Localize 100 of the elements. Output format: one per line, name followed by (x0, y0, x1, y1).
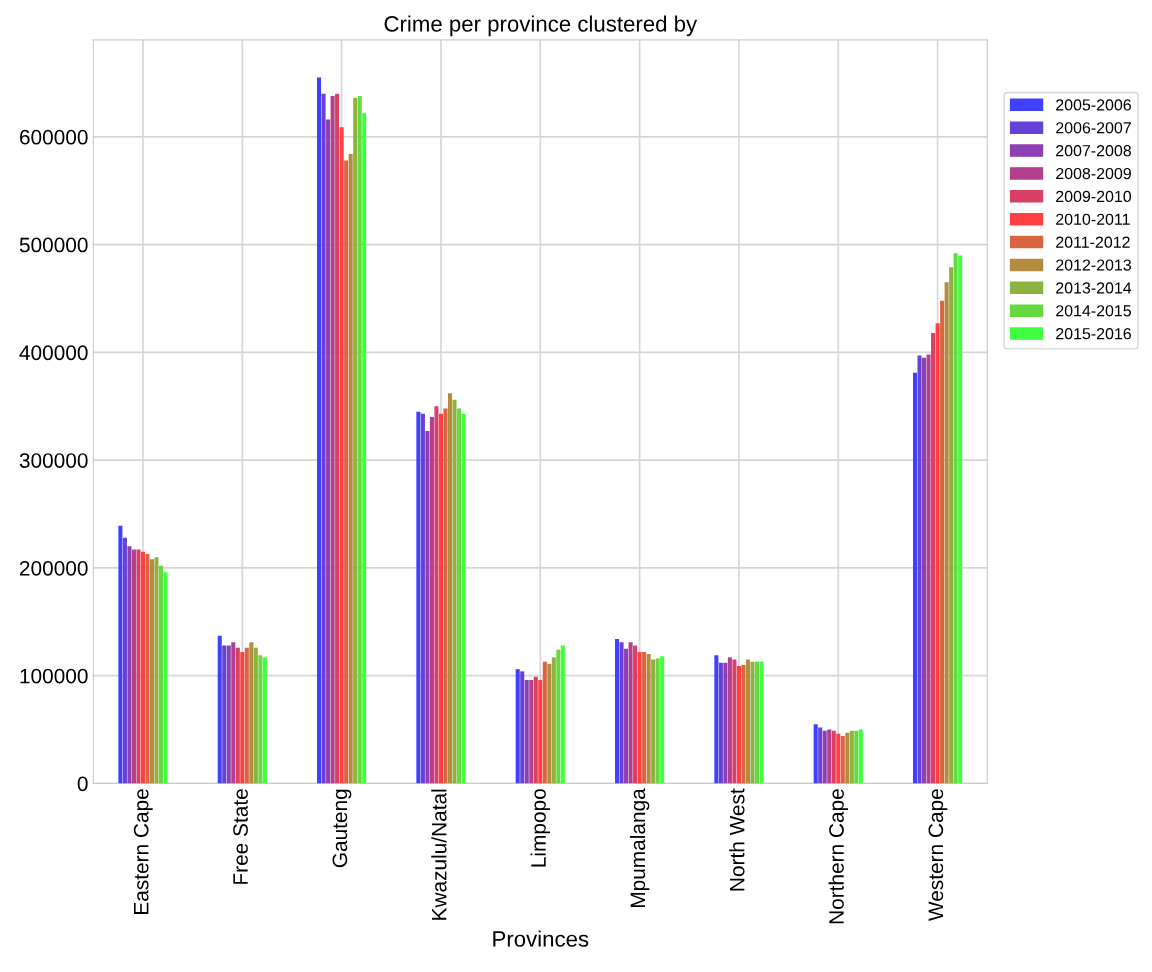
bar (718, 662, 723, 784)
bar (231, 642, 236, 784)
bar (127, 546, 132, 784)
y-tick-label: 100000 (20, 668, 88, 684)
bar (425, 431, 430, 784)
bar (926, 354, 931, 784)
bar (244, 647, 249, 784)
x-tick-label: North West (729, 788, 745, 891)
x-tick-label: Gauteng (332, 789, 352, 868)
bar (434, 406, 439, 784)
legend-label: 2010-2011 (1056, 213, 1130, 225)
x-tick-label: Limpopo (530, 789, 550, 867)
bar (353, 98, 358, 784)
bar (840, 736, 845, 784)
bar (348, 154, 353, 784)
y-tick-label: 0 (77, 776, 88, 792)
bar (732, 659, 737, 784)
chart-title: Crime per province clustered by (384, 15, 698, 37)
bar (845, 732, 850, 784)
bar (429, 417, 434, 784)
bar (822, 730, 827, 784)
bar (447, 393, 453, 784)
bar (438, 413, 443, 784)
bar (759, 661, 764, 784)
bar (944, 282, 949, 784)
bar (235, 647, 240, 784)
bar (958, 255, 963, 784)
legend-label: 2005-2006 (1056, 99, 1131, 111)
bar (226, 645, 231, 784)
bar (136, 549, 141, 784)
bar (714, 655, 719, 784)
bar (159, 565, 164, 784)
bar (619, 642, 624, 784)
x-axis-title: Provinces (493, 930, 589, 947)
bar (222, 645, 227, 784)
x-tick-label: Free State (233, 789, 248, 884)
bar (461, 413, 466, 784)
bar (642, 651, 647, 784)
bar (754, 661, 760, 784)
legend-label: 2012-2013 (1056, 259, 1131, 271)
bar (262, 657, 267, 784)
legend-label: 2008-2009 (1056, 167, 1131, 180)
bar (813, 724, 818, 784)
x-tick-label: Eastern Cape (133, 789, 153, 914)
bar (854, 730, 859, 784)
bar (931, 332, 936, 784)
bar (745, 659, 751, 784)
bar (547, 663, 552, 784)
bar (335, 93, 340, 784)
x-tick-label: Kwazulu/Natal (431, 789, 447, 920)
legend-label: 2014-2015 (1056, 305, 1132, 317)
bar (831, 730, 836, 784)
bar (253, 647, 258, 784)
bar (357, 95, 362, 784)
bar (515, 669, 520, 784)
legend-label: 2007-2008 (1056, 145, 1131, 157)
bar (344, 160, 349, 784)
bar (443, 408, 448, 784)
legend-label: 2015-2016 (1056, 328, 1131, 340)
legend-label: 2006-2007 (1056, 122, 1131, 134)
bar (452, 399, 457, 784)
bar (723, 662, 728, 784)
bar (122, 537, 127, 784)
bar (240, 651, 245, 784)
bar (922, 357, 927, 784)
bar (953, 253, 958, 784)
bar (330, 95, 335, 784)
bar (736, 665, 741, 784)
x-tick-label: Mpumalanga (629, 788, 650, 908)
bar (624, 648, 629, 784)
bar (154, 557, 159, 784)
bar (633, 645, 638, 784)
bar (660, 656, 665, 784)
bar (249, 642, 254, 784)
legend-label: 2009-2010 (1056, 190, 1132, 203)
bar (420, 413, 425, 784)
bar (940, 300, 945, 784)
bar (131, 549, 136, 784)
bar (321, 93, 326, 784)
bar (655, 658, 660, 784)
bar (551, 657, 556, 784)
bar (140, 551, 146, 784)
bar (538, 679, 543, 784)
y-tick-label: 200000 (19, 560, 88, 576)
x-tick-label: Western Cape (928, 789, 948, 921)
bar (741, 664, 746, 784)
y-tick-label: 300000 (19, 453, 88, 468)
bar (520, 671, 525, 784)
bar (456, 408, 462, 784)
bar (836, 733, 841, 784)
x-tick-label: Northern Cape (828, 789, 848, 924)
bar (849, 730, 854, 784)
bar (533, 676, 538, 784)
bar (163, 572, 168, 784)
bar (529, 679, 534, 784)
bar (949, 267, 954, 784)
y-tick-label: 600000 (20, 129, 88, 145)
bar (326, 119, 331, 784)
bar (818, 727, 823, 784)
bar (145, 553, 150, 784)
